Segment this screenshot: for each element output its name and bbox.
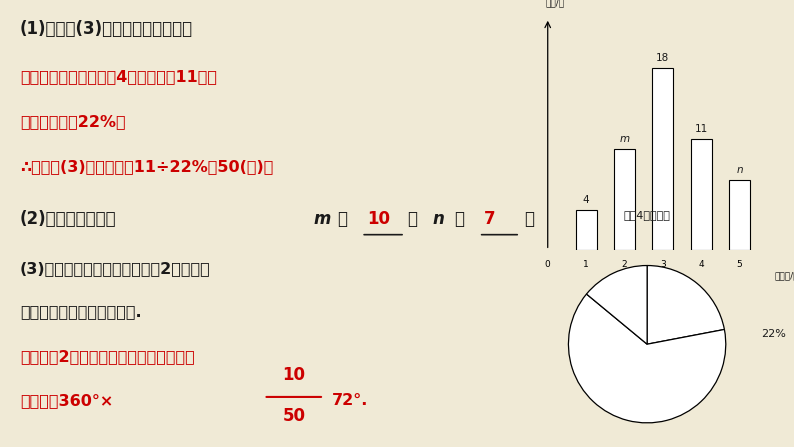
Bar bbox=[614, 149, 635, 250]
Bar bbox=[576, 210, 596, 250]
Text: (3)扇形统计图中，试计算植树2棵的人数: (3)扇形统计图中，试计算植树2棵的人数 bbox=[20, 261, 210, 277]
Text: 22%: 22% bbox=[761, 329, 786, 339]
Bar bbox=[691, 139, 711, 250]
Wedge shape bbox=[587, 266, 647, 344]
Text: 10: 10 bbox=[368, 210, 391, 228]
Text: 植树数/棵: 植树数/棵 bbox=[774, 271, 794, 280]
Text: 18: 18 bbox=[656, 53, 669, 63]
Text: 50: 50 bbox=[283, 407, 305, 425]
Text: n: n bbox=[433, 210, 445, 228]
Text: ∴七年级(3)班共有同学11÷22%＝50(名)；: ∴七年级(3)班共有同学11÷22%＝50(名)； bbox=[20, 159, 273, 174]
Text: 占全班人数的22%，: 占全班人数的22%， bbox=[20, 114, 125, 129]
Text: 解：由两图可知，植树4棵的人数是11人，: 解：由两图可知，植树4棵的人数是11人， bbox=[20, 69, 217, 84]
Text: (2)条形统计图中，: (2)条形统计图中， bbox=[20, 210, 117, 228]
Text: 植树4棵的人数: 植树4棵的人数 bbox=[623, 210, 671, 220]
Text: 所对应的扇形圆心角的度数.: 所对应的扇形圆心角的度数. bbox=[20, 304, 141, 319]
Text: 的度数为360°×: 的度数为360°× bbox=[20, 393, 113, 409]
Text: 11: 11 bbox=[695, 124, 707, 134]
Text: 人数/人: 人数/人 bbox=[545, 0, 565, 8]
Text: 72°.: 72°. bbox=[332, 393, 368, 409]
Text: ＝: ＝ bbox=[454, 210, 464, 228]
Text: m: m bbox=[619, 134, 630, 144]
Text: ；: ； bbox=[524, 210, 534, 228]
Text: 7: 7 bbox=[484, 210, 496, 228]
Text: 10: 10 bbox=[283, 367, 305, 384]
Wedge shape bbox=[647, 266, 724, 344]
Text: ＝: ＝ bbox=[337, 210, 348, 228]
Text: m: m bbox=[314, 210, 331, 228]
Text: 解：植树2棵的人数所对应的扇形圆心角: 解：植树2棵的人数所对应的扇形圆心角 bbox=[20, 349, 195, 364]
Text: ，: ， bbox=[407, 210, 418, 228]
Bar bbox=[729, 180, 750, 250]
Bar bbox=[652, 68, 673, 250]
Text: n: n bbox=[736, 164, 743, 174]
Text: 4: 4 bbox=[583, 195, 589, 205]
Wedge shape bbox=[569, 294, 726, 423]
Text: (1)七年级(3)班共有多少名同学？: (1)七年级(3)班共有多少名同学？ bbox=[20, 20, 193, 38]
